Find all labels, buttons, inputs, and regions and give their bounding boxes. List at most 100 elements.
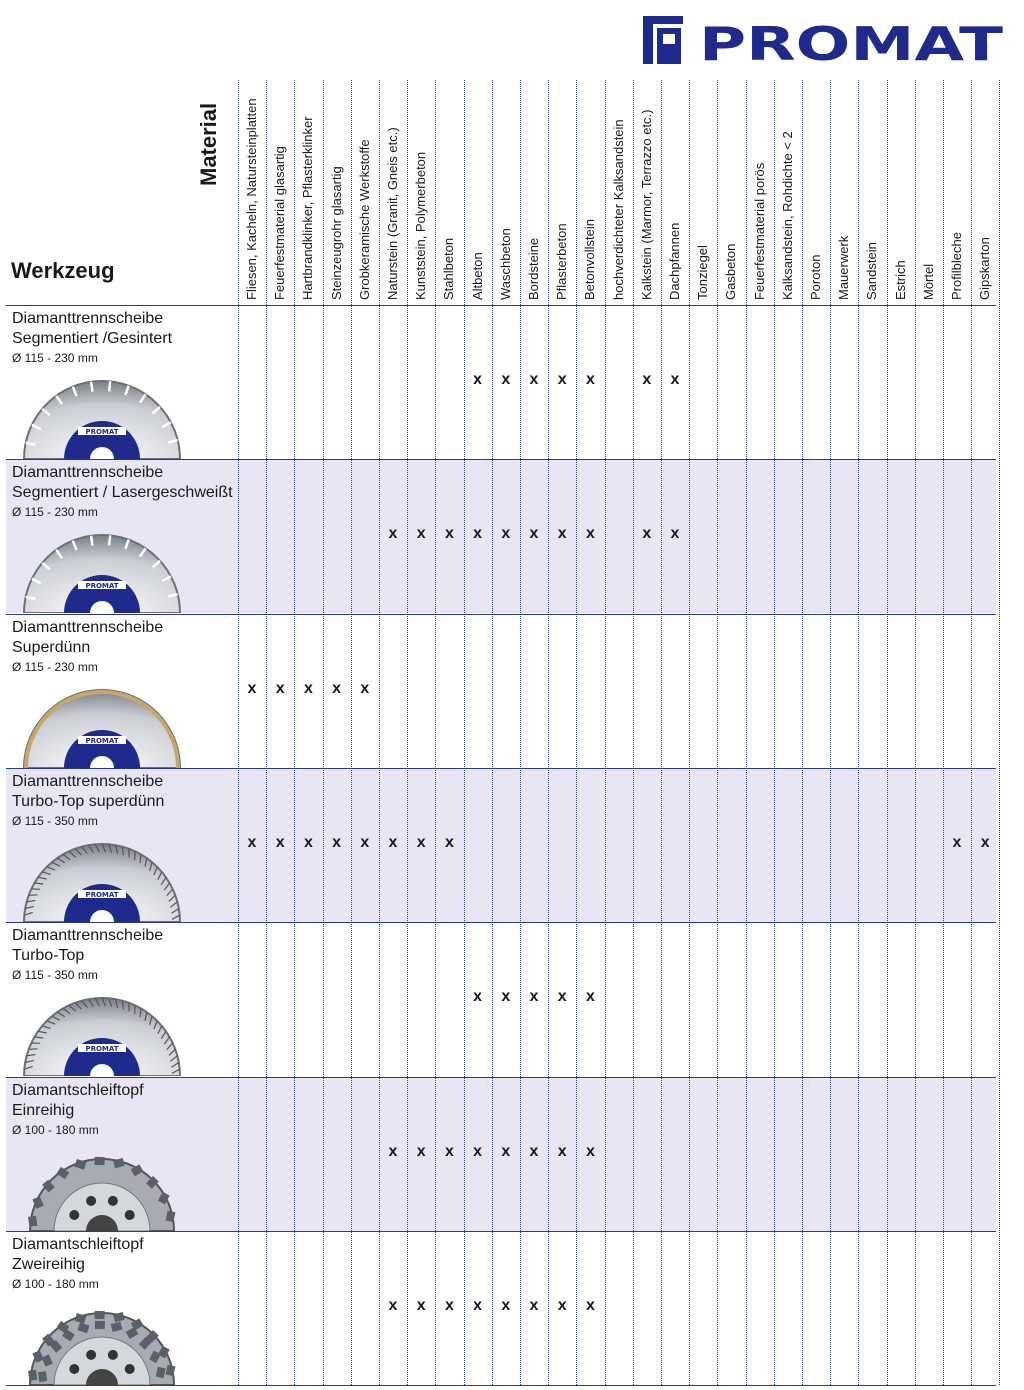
compatibility-mark: x: [492, 988, 520, 1006]
material-column-header: Pflasterbeton: [548, 78, 576, 300]
column-divider: [689, 80, 690, 1385]
material-name: Sandstein: [863, 242, 881, 300]
material-name: Grobkeramische Werkstoffe: [356, 139, 374, 300]
row-divider: [6, 614, 996, 615]
continuous-rim-disc-icon: PROMAT: [20, 686, 184, 768]
material-name: Mörtel: [920, 264, 938, 300]
material-column-header: Gipskarton: [971, 78, 999, 300]
material-name: Kunststein, Polymerbeton: [412, 152, 430, 300]
row-divider: [6, 768, 996, 769]
compatibility-mark: x: [548, 1143, 576, 1161]
compatibility-mark: x: [492, 1143, 520, 1161]
compatibility-mark: x: [435, 525, 463, 543]
material-name: Mauerwerk: [835, 236, 853, 300]
compatibility-mark: x: [548, 371, 576, 389]
tool-diameter: Ø 115 - 350 mm: [12, 814, 98, 828]
column-divider: [746, 80, 747, 1385]
material-column-header: Hartbrandklinker, Pflasterklinker: [294, 78, 322, 300]
compatibility-mark: x: [576, 988, 604, 1006]
compatibility-mark: x: [633, 371, 661, 389]
column-divider: [774, 80, 775, 1385]
column-divider: [379, 80, 380, 1385]
tool-diameter: Ø 115 - 230 mm: [12, 505, 98, 519]
tool-name: Diamantschleiftopf Einreihig: [12, 1081, 144, 1121]
compatibility-mark: x: [492, 1297, 520, 1315]
compatibility-mark: x: [294, 834, 322, 852]
column-divider: [802, 80, 803, 1385]
compatibility-mark: x: [464, 371, 492, 389]
compatibility-mark: x: [548, 988, 576, 1006]
column-divider: [323, 80, 324, 1385]
tool-name: Diamanttrennscheibe Turbo-Top: [12, 926, 163, 966]
row-divider: [6, 459, 996, 460]
compatibility-mark: x: [294, 680, 322, 698]
tool-row: Diamanttrennscheibe Segmentiert /Gesinte…: [6, 305, 996, 459]
material-name: Waschbeton: [497, 228, 515, 300]
row-divider: [6, 1231, 996, 1232]
column-divider: [238, 80, 239, 1385]
tool-row: Diamanttrennscheibe Turbo-Top superdünn Ø…: [6, 768, 996, 922]
tool-diameter: Ø 115 - 350 mm: [12, 968, 98, 982]
column-divider: [999, 80, 1000, 1385]
material-column-header: Altbeton: [464, 78, 492, 300]
compatibility-mark: x: [520, 371, 548, 389]
material-name: Steinzeugrohr glasartig: [328, 166, 346, 300]
compatibility-mark: x: [548, 1297, 576, 1315]
material-header-label: Material: [196, 103, 222, 186]
column-divider: [858, 80, 859, 1385]
turbo-disc-icon: PROMAT: [20, 840, 184, 922]
column-divider: [605, 80, 606, 1385]
compatibility-mark: x: [576, 1143, 604, 1161]
column-divider: [464, 80, 465, 1385]
material-column-header: Poroton: [802, 78, 830, 300]
material-column-header: Mörtel: [915, 78, 943, 300]
compatibility-mark: x: [407, 525, 435, 543]
column-divider: [915, 80, 916, 1385]
compatibility-mark: x: [576, 371, 604, 389]
segmented-disc-icon: PROMAT: [20, 377, 184, 459]
material-name: Gasbeton: [722, 244, 740, 300]
svg-text:PROMAT: PROMAT: [85, 582, 118, 590]
logo-text: PROMAT: [699, 17, 1004, 64]
column-divider: [971, 80, 972, 1385]
tool-diameter: Ø 115 - 230 mm: [12, 351, 98, 365]
compatibility-mark: x: [407, 834, 435, 852]
compatibility-mark: x: [971, 834, 999, 852]
material-name: Feuerfestmaterial porös: [751, 163, 769, 300]
column-divider: [576, 80, 577, 1385]
compatibility-mark: x: [407, 1297, 435, 1315]
compatibility-mark: x: [464, 525, 492, 543]
tool-row: Diamanttrennscheibe Turbo-Top Ø 115 - 350…: [6, 922, 996, 1076]
svg-text:PROMAT: PROMAT: [85, 737, 118, 745]
column-divider: [435, 80, 436, 1385]
compatibility-mark: x: [435, 1143, 463, 1161]
row-divider: [6, 922, 996, 923]
material-column-header: Feuerfestmaterial glasartig: [266, 78, 294, 300]
material-name: Stahlbeton: [440, 238, 458, 300]
compatibility-mark: x: [464, 1297, 492, 1315]
compatibility-mark: x: [943, 834, 971, 852]
material-column-header: Naturstein (Granit, Gneis etc.): [379, 78, 407, 300]
tool-name: Diamanttrennscheibe Turbo-Top superdünn: [12, 772, 164, 812]
column-divider: [266, 80, 267, 1385]
material-name: Dachpfannen: [666, 223, 684, 300]
compatibility-mark: x: [576, 525, 604, 543]
column-divider: [717, 80, 718, 1385]
compatibility-mark: x: [379, 525, 407, 543]
svg-text:PROMAT: PROMAT: [85, 891, 118, 899]
compatibility-mark: x: [323, 834, 351, 852]
material-name: Pflasterbeton: [553, 223, 571, 300]
material-name: Gipskarton: [976, 237, 994, 300]
compatibility-mark: x: [351, 834, 379, 852]
compatibility-mark: x: [435, 834, 463, 852]
compatibility-mark: x: [520, 525, 548, 543]
material-name: hochverdichteter Kalksandstein: [610, 119, 628, 300]
material-column-header: Feuerfestmaterial porös: [746, 78, 774, 300]
compatibility-mark: x: [351, 680, 379, 698]
compatibility-mark: x: [520, 1297, 548, 1315]
row-divider: [6, 1077, 996, 1078]
tool-diameter: Ø 115 - 230 mm: [12, 660, 98, 674]
